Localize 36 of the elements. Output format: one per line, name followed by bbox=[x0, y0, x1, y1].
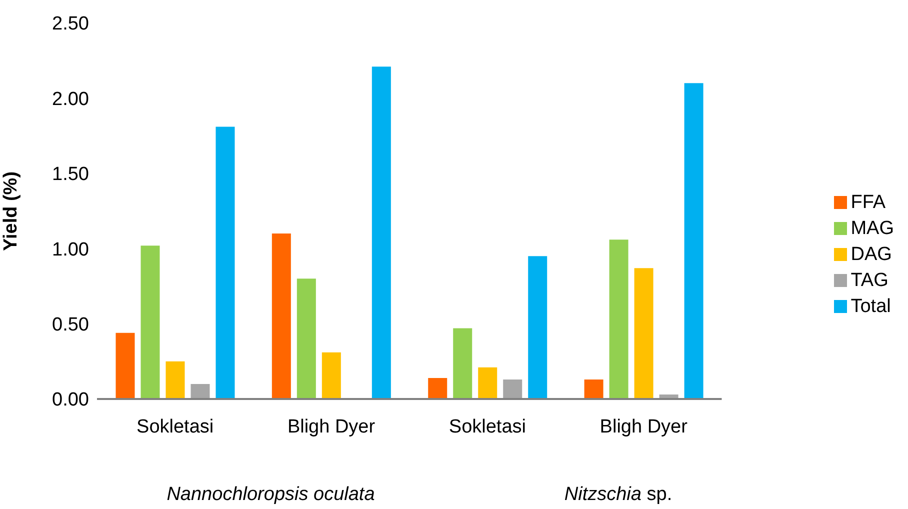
x-tick-label: Sokletasi bbox=[448, 416, 526, 438]
y-tick-label: 2.00 bbox=[52, 88, 89, 110]
bar bbox=[272, 234, 291, 399]
x-tick-label: Bligh Dyer bbox=[600, 416, 688, 438]
bar bbox=[584, 379, 604, 399]
bar bbox=[503, 379, 522, 399]
x-tick-label: Sokletasi bbox=[136, 416, 214, 438]
bar bbox=[216, 126, 235, 399]
bar bbox=[684, 83, 704, 399]
bar bbox=[528, 256, 548, 399]
y-tick-label: 1.00 bbox=[52, 239, 89, 260]
legend-label: FFA bbox=[850, 192, 886, 212]
bar bbox=[116, 332, 135, 399]
y-tick-label: 2.50 bbox=[52, 14, 89, 35]
bar bbox=[190, 384, 210, 399]
bar bbox=[166, 361, 185, 399]
y-tick-label: 1.50 bbox=[52, 164, 89, 186]
bar bbox=[428, 378, 448, 399]
legend-label: MAG bbox=[850, 218, 894, 238]
bar bbox=[296, 278, 316, 399]
bar bbox=[609, 240, 628, 399]
legend-label: DAG bbox=[850, 244, 892, 264]
bar bbox=[453, 328, 472, 399]
bar bbox=[634, 268, 654, 399]
bar bbox=[322, 352, 341, 399]
y-tick-label: 0.00 bbox=[52, 390, 89, 411]
y-axis-title: Yield (%) bbox=[0, 171, 22, 251]
bar bbox=[372, 66, 391, 399]
text: Nannochloropsis oculata bbox=[166, 484, 375, 505]
bar bbox=[478, 367, 498, 399]
legend-label: TAG bbox=[850, 270, 888, 290]
x-tick-label: Bligh Dyer bbox=[287, 416, 376, 438]
bar bbox=[140, 246, 160, 399]
y-tick-label: 0.50 bbox=[52, 314, 89, 336]
legend-label: Total bbox=[850, 296, 891, 316]
text: Nitzschia sp. bbox=[564, 484, 672, 505]
